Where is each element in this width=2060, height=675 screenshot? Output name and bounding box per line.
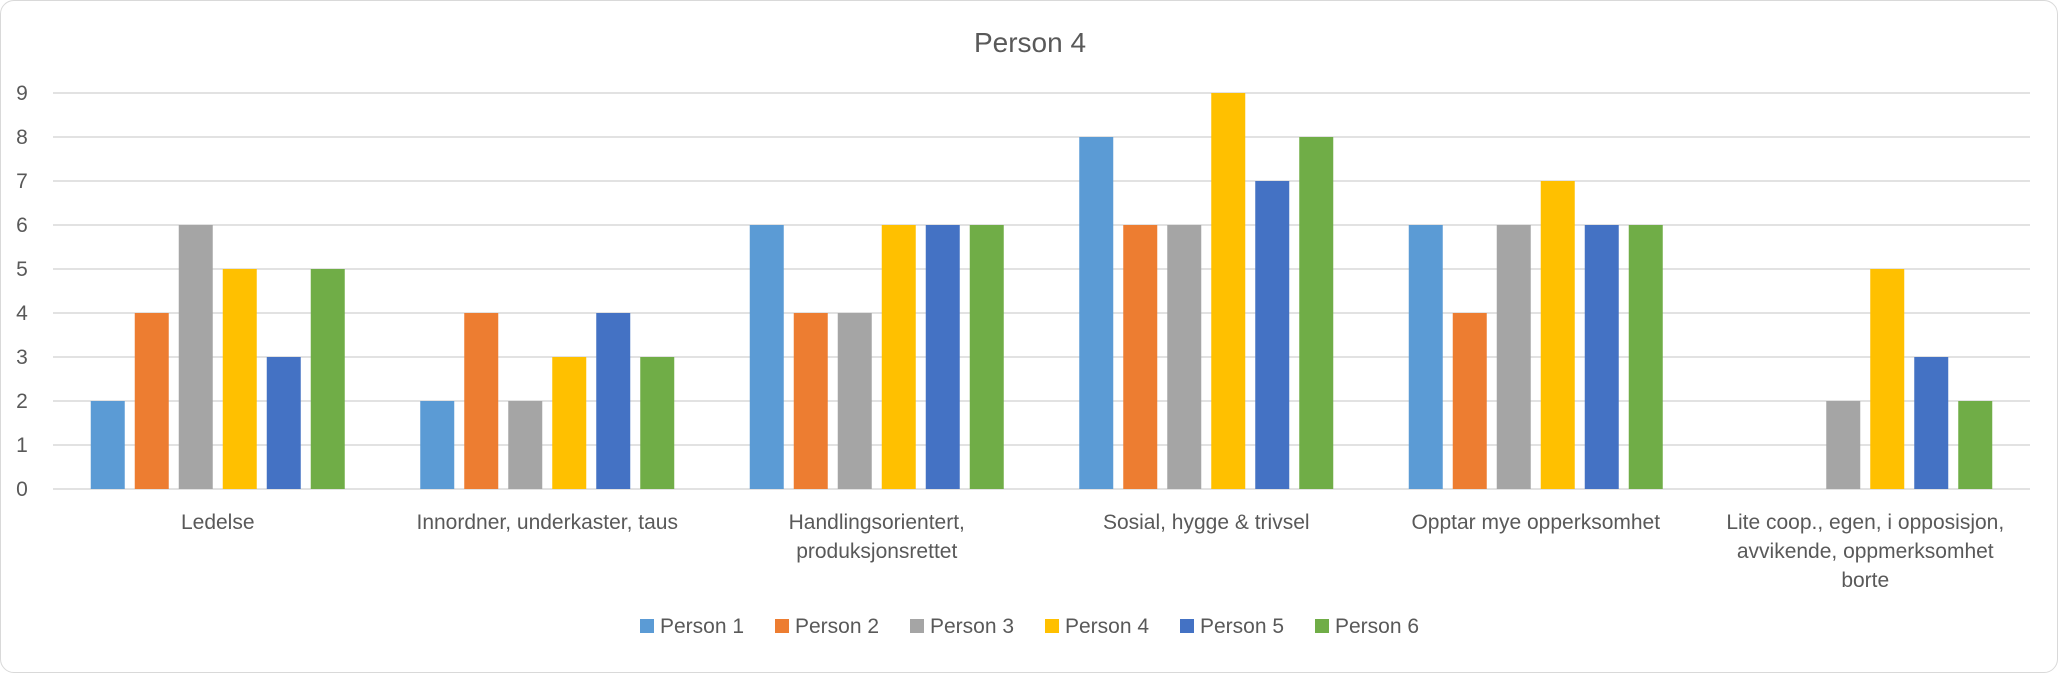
- bar-person-3: [508, 401, 543, 489]
- bar-person-1: [749, 225, 784, 489]
- bar-person-1: [1408, 225, 1443, 489]
- bar-person-3: [1496, 225, 1531, 489]
- bar-person-5: [1914, 357, 1949, 489]
- category-label: Lite coop., egen, i opposisjon, avvikende…: [1726, 511, 2004, 592]
- y-tick-label: 8: [16, 126, 28, 149]
- y-tick-label: 5: [16, 258, 28, 281]
- legend-label: Person 3: [930, 615, 1014, 638]
- bar-person-1: [1079, 137, 1114, 489]
- legend-label: Person 5: [1200, 615, 1284, 638]
- legend-swatch: [775, 619, 789, 633]
- legend-label: Person 6: [1335, 615, 1419, 638]
- bar-person-2: [1123, 225, 1158, 489]
- bar-person-5: [596, 313, 631, 489]
- bar-person-2: [793, 313, 828, 489]
- y-tick-label: 2: [16, 390, 28, 413]
- bar-person-2: [1452, 313, 1487, 489]
- bar-person-3: [1167, 225, 1202, 489]
- bar-person-4: [1211, 93, 1246, 489]
- bar-person-6: [310, 269, 345, 489]
- category-label: Innordner, underkaster, taus: [416, 511, 678, 534]
- y-tick-label: 6: [16, 214, 28, 237]
- bar-person-4: [552, 357, 587, 489]
- bar-person-6: [1628, 225, 1663, 489]
- category-label: Handlingsorientert, produksjonsrettet: [789, 511, 965, 563]
- bar-person-4: [222, 269, 257, 489]
- bar-person-5: [1255, 181, 1290, 489]
- bar-person-6: [640, 357, 675, 489]
- y-tick-label: 3: [16, 346, 28, 369]
- bar-person-4: [1870, 269, 1905, 489]
- y-tick-label: 9: [16, 82, 28, 105]
- legend-swatch: [1045, 619, 1059, 633]
- bar-person-6: [1299, 137, 1334, 489]
- legend-swatch: [1180, 619, 1194, 633]
- bar-person-4: [1540, 181, 1575, 489]
- category-label: Opptar mye opperksomhet: [1411, 511, 1660, 534]
- bar-person-1: [90, 401, 125, 489]
- bar-person-1: [420, 401, 455, 489]
- bar-person-5: [1584, 225, 1619, 489]
- y-tick-label: 4: [16, 302, 28, 325]
- legend-label: Person 4: [1065, 615, 1149, 638]
- bar-person-6: [1958, 401, 1993, 489]
- legend-swatch: [910, 619, 924, 633]
- y-tick-label: 1: [16, 434, 28, 457]
- bar-person-5: [925, 225, 960, 489]
- legend-label: Person 1: [660, 615, 744, 638]
- bar-person-3: [837, 313, 872, 489]
- bar-person-5: [266, 357, 301, 489]
- category-label: Sosial, hygge & trivsel: [1103, 511, 1310, 534]
- category-label: Ledelse: [181, 511, 255, 534]
- chart-title: Person 4: [974, 27, 1086, 58]
- bar-person-3: [1826, 401, 1861, 489]
- y-tick-label: 7: [16, 170, 28, 193]
- bar-person-4: [881, 225, 916, 489]
- bar-person-6: [969, 225, 1004, 489]
- legend-swatch: [640, 619, 654, 633]
- bar-person-2: [134, 313, 169, 489]
- y-tick-label: 0: [16, 478, 28, 501]
- legend-label: Person 2: [795, 615, 879, 638]
- bar-person-2: [464, 313, 499, 489]
- bar-person-3: [178, 225, 213, 489]
- legend-swatch: [1315, 619, 1329, 633]
